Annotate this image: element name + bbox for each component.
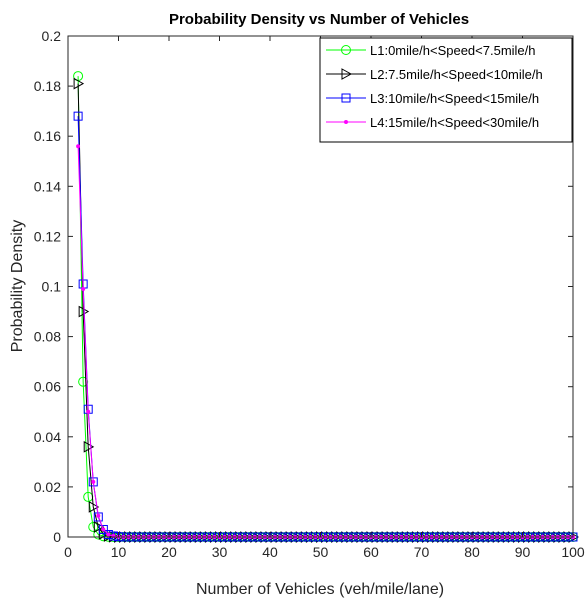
series-4-point	[106, 532, 111, 537]
legend-entry-1: L1:0mile/h<Speed<7.5mile/h	[326, 43, 536, 58]
series-4-point	[86, 409, 91, 414]
legend-label: L2:7.5mile/h<Speed<10mile/h	[370, 67, 543, 82]
legend-entry-2: L2:7.5mile/h<Speed<10mile/h	[326, 67, 543, 82]
y-tick-label: 0.06	[34, 379, 61, 395]
x-tick-label: 0	[64, 544, 72, 560]
x-tick-label: 50	[313, 544, 329, 560]
series-2-point	[93, 521, 105, 533]
legend-marker	[341, 93, 351, 103]
x-tick-label: 90	[515, 544, 531, 560]
x-tick-label: 30	[212, 544, 228, 560]
x-tick-label: 10	[111, 544, 127, 560]
y-tick-label: 0.16	[34, 128, 61, 144]
y-tick-label: 0.1	[42, 279, 62, 295]
legend-label: L4:15mile/h<Speed<30mile/h	[370, 115, 539, 130]
x-tick-label: 40	[262, 544, 278, 560]
series-4-point	[91, 479, 96, 484]
series-2-point	[98, 528, 110, 540]
legend-entry-3: L3:10mile/h<Speed<15mile/h	[326, 91, 539, 106]
legend-marker	[341, 68, 353, 80]
y-tick-label: 0.14	[34, 178, 61, 194]
chart-title: Probability Density vs Number of Vehicle…	[169, 11, 469, 28]
series-1-point	[78, 376, 89, 387]
series-3-point	[73, 111, 83, 121]
series-3-point	[98, 524, 108, 534]
y-tick-label: 0.04	[34, 429, 61, 445]
legend-marker	[341, 45, 351, 55]
series-4-point	[96, 513, 101, 518]
y-tick-label: 0.2	[42, 28, 62, 44]
x-tick-label: 100	[561, 544, 585, 560]
legend-entry-4: L4:15mile/h<Speed<30mile/h	[326, 115, 539, 130]
y-tick-label: 0.18	[34, 78, 61, 94]
legend-label: L1:0mile/h<Speed<7.5mile/h	[370, 43, 536, 58]
axes-layer: 0 10 20 30 40 50 60 70 80 90 100 0 0.02 0.04 0.06 0.08 0…	[34, 28, 585, 560]
x-tick-label: 60	[363, 544, 379, 560]
x-tick-label: 70	[414, 544, 430, 560]
legend-box	[319, 37, 573, 143]
y-tick-label: 0	[53, 529, 61, 545]
y-tick-label: 0.02	[34, 479, 61, 495]
y-tick-label: 0.08	[34, 329, 61, 345]
y-axis-label: Probability Density	[9, 220, 26, 353]
series-4-point	[81, 287, 86, 292]
series-2-point	[88, 501, 100, 513]
y-tick-label: 0.12	[34, 228, 61, 244]
series-2-point	[73, 77, 85, 90]
series-4-point	[101, 527, 106, 532]
series-2-point	[83, 440, 95, 453]
x-axis-label: Number of Vehicles (veh/mile/lane)	[196, 581, 444, 598]
legend-label: L3:10mile/h<Speed<15mile/h	[370, 91, 539, 106]
series-1-point	[88, 521, 99, 532]
legend-marker	[344, 120, 348, 124]
legend: L1:0mile/h<Speed<7.5mile/h L2:7.5mile/h<S…	[319, 37, 573, 143]
series-4-point	[76, 144, 81, 149]
x-tick-label: 20	[161, 544, 177, 560]
x-tick-label: 80	[464, 544, 480, 560]
